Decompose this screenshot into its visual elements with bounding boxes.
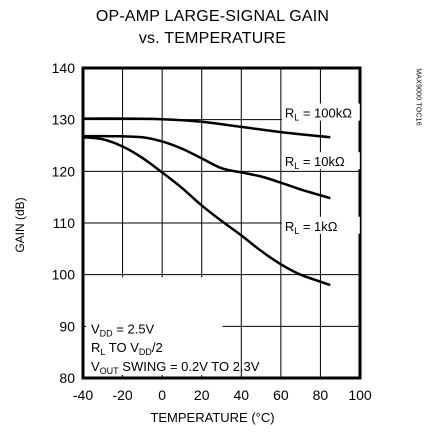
plot-frame: [81, 66, 362, 380]
x-tick-label-7: 100: [348, 387, 372, 403]
series-label-rl-1k: RL = 1kΩ: [285, 219, 338, 236]
y-tick-label-5: 130: [52, 112, 76, 128]
x-tick-label-6: 80: [313, 387, 329, 403]
annotation-background: [86, 277, 223, 375]
y-tick-label-2: 100: [52, 267, 76, 283]
annotation-line-vout: VOUT SWING = 0.2V TO 2.3V: [91, 359, 260, 376]
series-label-bg-rl-10k: [281, 152, 360, 170]
x-tick-label-1: -20: [112, 387, 132, 403]
x-tick-label-2: 0: [158, 387, 166, 403]
y-tick-label-0: 80: [59, 370, 75, 386]
series-label-rl-100k: RL = 100kΩ: [285, 106, 352, 123]
series-line-rl-100k: [82, 117, 331, 139]
x-tick-label-5: 60: [273, 387, 289, 403]
y-tick-label-1: 90: [59, 318, 75, 334]
series-label-bg-rl-1k: [281, 216, 360, 234]
series-label-bg-rl-100k: [281, 103, 360, 121]
x-axis-label: TEMPERATURE (°C): [150, 410, 275, 425]
chart-title: OP-AMP LARGE-SIGNAL GAIN: [95, 8, 330, 25]
series-label-rl-10k: RL = 10kΩ: [285, 154, 345, 171]
x-tick-label-3: 20: [194, 387, 210, 403]
series-line-rl-1k: [82, 135, 331, 287]
x-tick-label-4: 40: [233, 387, 249, 403]
x-tick-label-0: -40: [73, 387, 93, 403]
series-line-rl-10k: [82, 134, 331, 200]
chart-subtitle: vs. TEMPERATURE: [138, 30, 287, 47]
y-tick-label-3: 110: [53, 215, 76, 231]
annotation-line-rl: RL TO VDD/2: [91, 340, 163, 357]
annotation-line-vdd: VDD = 2.5V: [91, 322, 155, 339]
y-tick-label-4: 120: [52, 163, 76, 179]
y-tick-label-6: 140: [52, 60, 76, 76]
